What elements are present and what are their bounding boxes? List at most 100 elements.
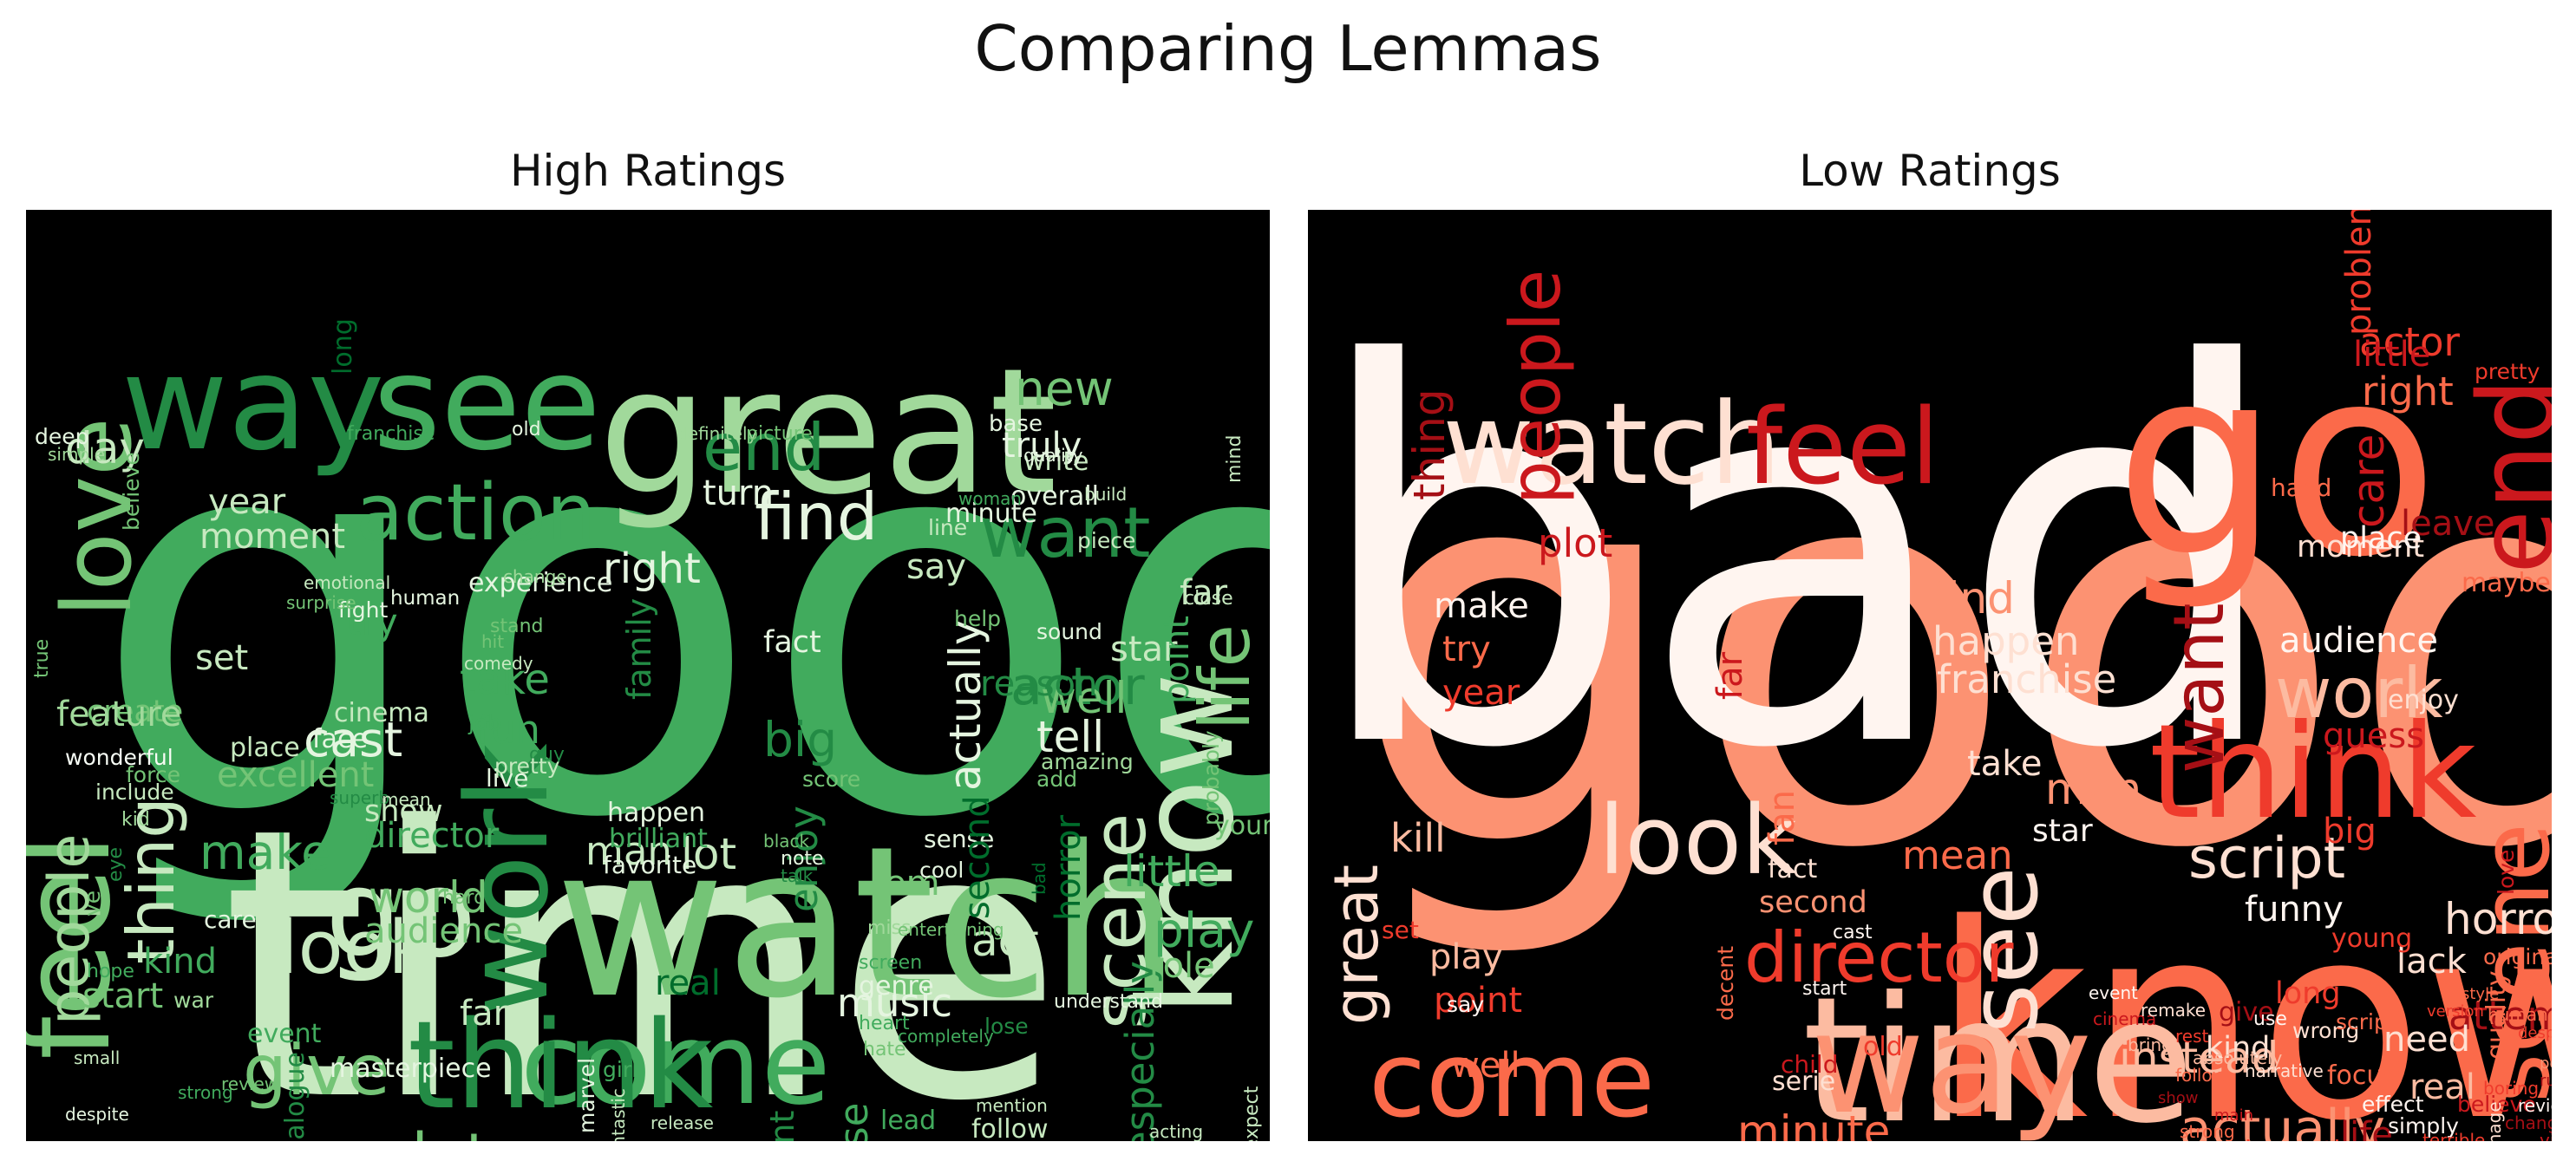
low-word-attempt: attempt: [2449, 993, 2552, 1039]
high-word-create: create: [87, 695, 183, 729]
high-word-screen: screen: [859, 952, 922, 974]
high-word-surprise: surprise: [286, 592, 356, 613]
low-ratings-title: Low Ratings: [1799, 146, 2061, 196]
high-word-show: show: [364, 794, 442, 829]
high-word-year: year: [208, 482, 286, 522]
high-word-place: place: [230, 733, 300, 763]
low-word-come: come: [1369, 1021, 1655, 1141]
low-word-pretty: pretty: [2475, 359, 2540, 384]
low-word-work: work: [2275, 653, 2443, 734]
low-word-strong: strong: [2180, 1121, 2235, 1141]
high-word-truly: truly: [1002, 426, 1082, 466]
high-word-lose: lose: [984, 1014, 1029, 1039]
high-word-follow: follow: [971, 1114, 1048, 1141]
high-word-probably: probably: [1199, 730, 1224, 825]
low-word-person: person: [2540, 1054, 2552, 1073]
high-word-write: write: [1023, 447, 1089, 477]
high-word-give: give: [243, 1030, 390, 1111]
high-word-amazing: amazing: [1041, 749, 1134, 774]
high-word-comedy: comedy: [464, 653, 533, 674]
high-word-despite: despite: [65, 1104, 129, 1125]
high-word-scene: scene: [1077, 813, 1163, 1029]
high-word-life: life: [1185, 624, 1265, 730]
high-word-deep: deep: [35, 424, 89, 449]
high-word-em: em: [885, 864, 940, 904]
low-word-long: long: [2275, 976, 2341, 1011]
high-word-franchise: franchise: [347, 423, 435, 445]
high-word-human: human: [390, 587, 460, 610]
high-word-bad: bad: [1029, 862, 1049, 895]
high-word-line: line: [928, 515, 967, 540]
high-word-believe: believe: [119, 452, 144, 531]
high-word-lead: lead: [880, 1106, 936, 1136]
low-word-minute: minute: [1737, 1106, 1890, 1141]
low-word-cinema: cinema: [2093, 1008, 2156, 1029]
high-word-definitely: definitely: [677, 423, 758, 444]
high-word-world: world: [369, 872, 488, 923]
low-word-plot: plot: [1538, 520, 1612, 566]
low-word-horror: horror: [2444, 894, 2552, 944]
high-word-entertaining: entertaining: [898, 919, 1004, 940]
low-word-remake: remake: [2141, 1000, 2206, 1021]
low-word-audience: audience: [2279, 621, 2438, 661]
high-word-long: long: [328, 318, 358, 375]
low-word-fan: fan: [1762, 790, 1802, 845]
low-word-mean: mean: [1902, 832, 2013, 878]
high-word-look: look: [278, 905, 431, 991]
low-word-actor: actor: [2359, 319, 2460, 365]
low-word-make: make: [1434, 586, 1529, 626]
high-word-man: man: [585, 828, 672, 874]
low-word-care: care: [2344, 434, 2394, 528]
low-word-think: think: [2149, 697, 2477, 848]
high-word-role: role: [1149, 946, 1215, 986]
low-word-despite: despite: [2518, 1024, 2552, 1042]
high-word-black: black: [763, 831, 810, 852]
high-word-day: day: [65, 423, 145, 473]
low-word-bring: bring: [2128, 1034, 2173, 1055]
high-word-reason: reason: [980, 664, 1097, 704]
low-word-human: human: [2488, 1004, 2548, 1025]
low-word-problem: problem: [2339, 210, 2379, 336]
low-word-lack: lack: [2396, 942, 2468, 982]
high-word-watch: watch: [555, 801, 1181, 1044]
high-word-quality: quality: [1023, 445, 1083, 466]
high-word-picture: picture: [746, 423, 813, 445]
low-word-cast: cast: [1833, 922, 1873, 943]
low-word-director: director: [1744, 917, 2014, 998]
low-word-moment: moment: [2297, 530, 2424, 564]
high-word-hate: hate: [863, 1039, 906, 1060]
high-word-people: people: [37, 834, 102, 1025]
low-word-need: need: [2383, 1020, 2470, 1060]
low-word-actually: actually: [2180, 1099, 2385, 1141]
low-word-give: give: [2219, 997, 2274, 1028]
low-word-play: play: [1429, 937, 1503, 977]
high-word-mean: mean: [382, 789, 431, 810]
low-word-kind: kind: [2206, 1031, 2270, 1066]
high-word-job: job: [467, 710, 501, 735]
high-word-play: play: [1154, 903, 1254, 958]
high-word-simple: simple: [48, 444, 105, 465]
high-word-strong: strong: [178, 1082, 233, 1103]
low-word-want: want: [2159, 603, 2239, 773]
high-word-audience: audience: [364, 911, 523, 951]
low-word-villain: villain: [2540, 1130, 2552, 1141]
low-word-point: point: [1434, 981, 1522, 1021]
high-word-hope: hope: [87, 961, 134, 982]
high-word-heart: heart: [859, 1013, 910, 1034]
low-word-know: know: [1932, 867, 2552, 1141]
high-word-know: know: [1112, 673, 1263, 1016]
high-word-care: care: [204, 905, 257, 934]
low-word-absolutely: absolutely: [2193, 1047, 2283, 1068]
high-word-music: music: [837, 980, 952, 1026]
high-word-mind: mind: [1224, 435, 1246, 483]
high-word-help: help: [954, 606, 1001, 631]
high-word-act: act: [971, 916, 1039, 966]
high-word-expect: expect: [1241, 1086, 1263, 1141]
low-word-use: use: [2253, 1008, 2287, 1030]
high-word-little: little: [1123, 846, 1220, 897]
high-word-actor: actor: [1010, 656, 1145, 717]
high-word-build: build: [1084, 484, 1127, 505]
high-word-eye: eye: [105, 847, 127, 882]
low-word-franchise: franchise: [1937, 656, 2116, 702]
